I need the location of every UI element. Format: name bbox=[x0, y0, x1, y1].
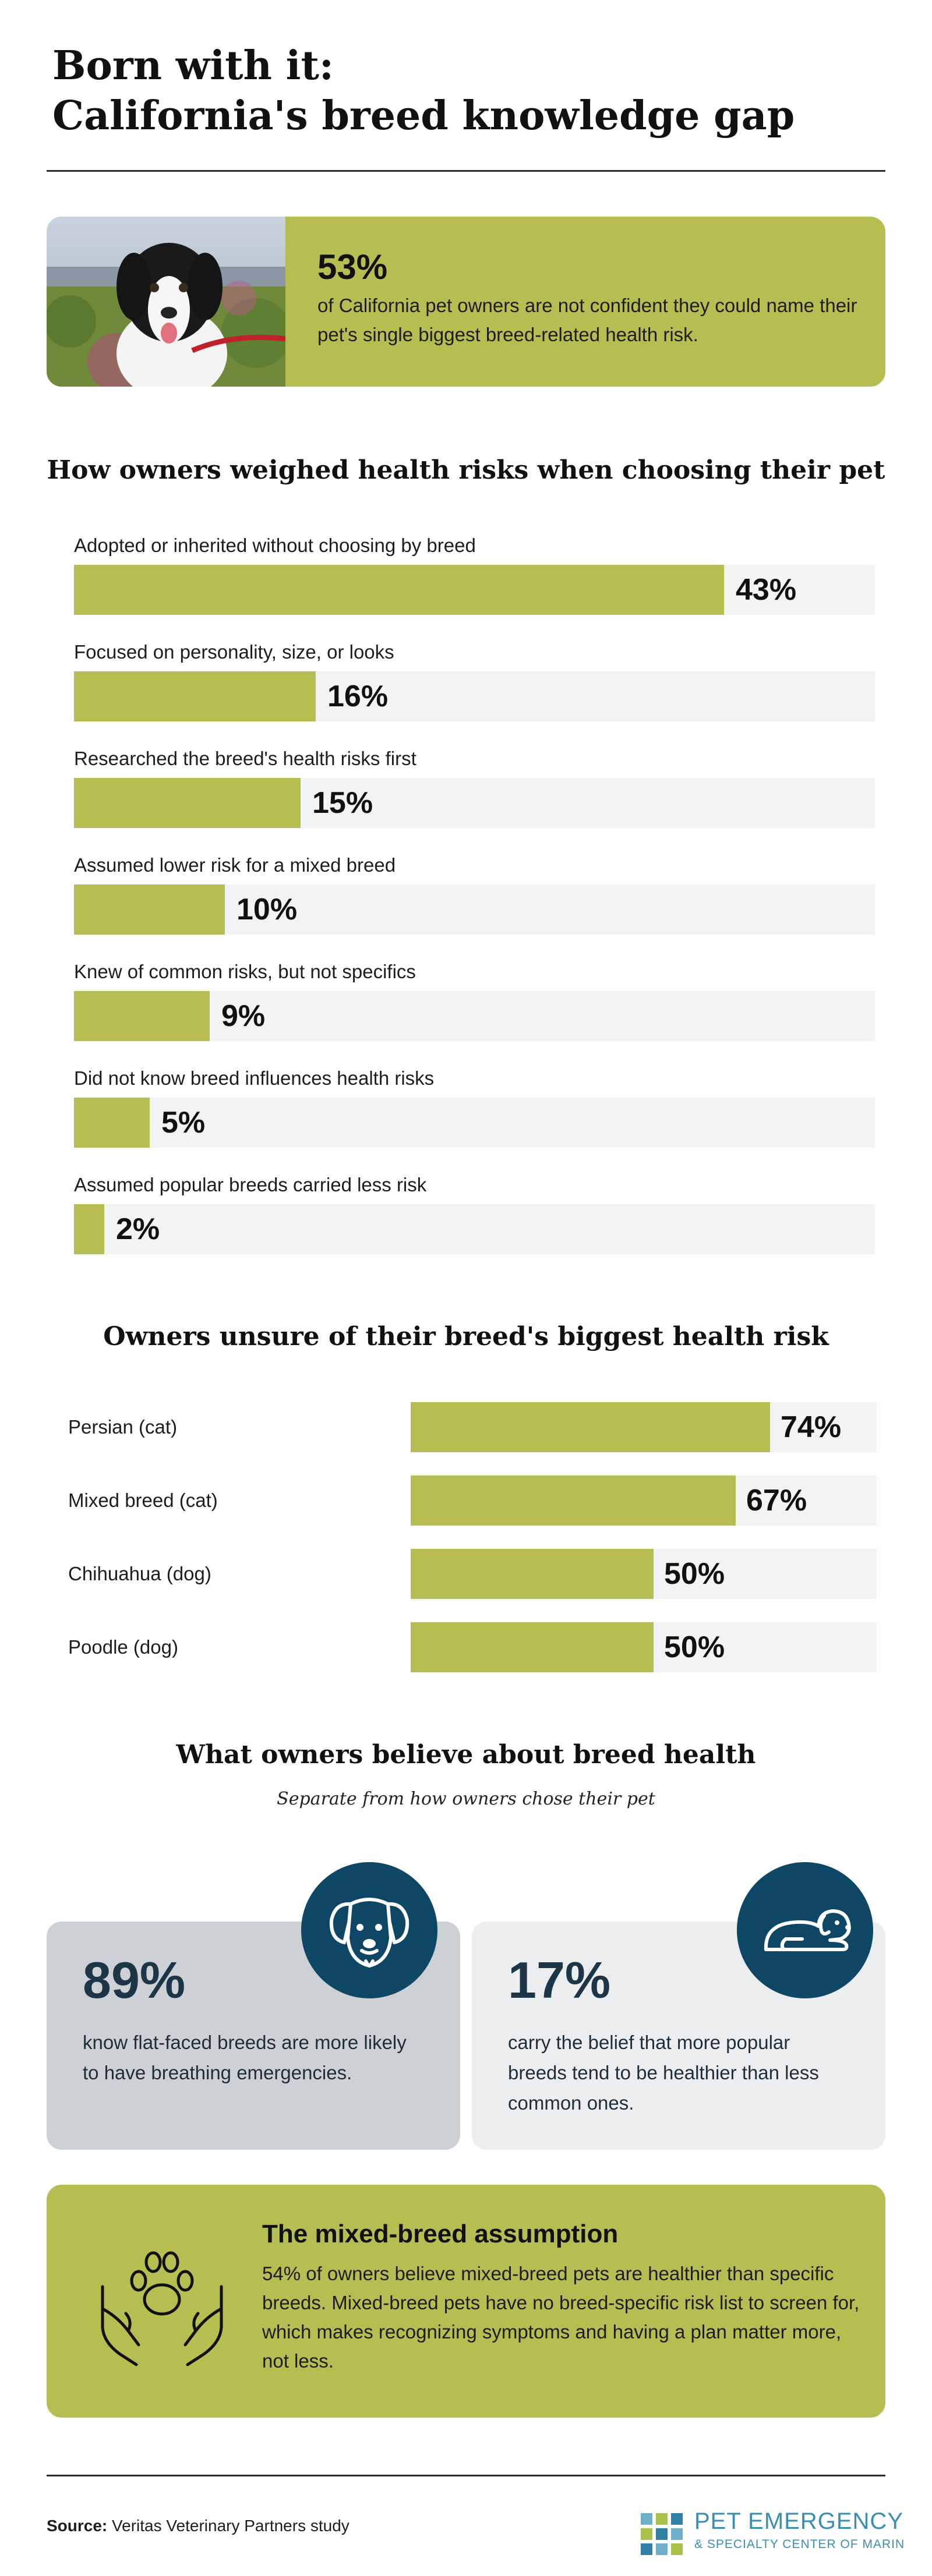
chart2-bar bbox=[411, 1475, 736, 1526]
chart1-value-label: 16% bbox=[327, 680, 389, 713]
chart1-category-label: Assumed popular breeds carried less risk bbox=[74, 1174, 427, 1195]
belief-card-2-stat: 17% bbox=[508, 1951, 611, 2009]
chart1-value-label: 2% bbox=[116, 1212, 160, 1246]
chart1-bar bbox=[74, 884, 225, 935]
chart1-category-label: Knew of common risks, but not specifics bbox=[74, 961, 416, 982]
chart1-bar bbox=[74, 1204, 104, 1254]
chart2-bar bbox=[411, 1622, 654, 1672]
chart2-value-label: 74% bbox=[781, 1410, 842, 1444]
chart2-value-label: 50% bbox=[664, 1557, 725, 1591]
logo-mark-icon bbox=[641, 2513, 683, 2558]
chart1-value-label: 9% bbox=[221, 999, 266, 1033]
chart1-category-label: Focused on personality, size, or looks bbox=[74, 641, 394, 663]
paw-hands-icon bbox=[92, 2240, 232, 2371]
lying-dog-icon bbox=[737, 1862, 873, 1998]
chart2-bar bbox=[411, 1402, 770, 1452]
chart1-value-label: 43% bbox=[736, 573, 797, 607]
chart2-title: Owners unsure of their breed's biggest h… bbox=[103, 1322, 829, 1351]
chart1-title: How owners weighed health risks when cho… bbox=[47, 455, 885, 485]
dog-face-icon bbox=[301, 1862, 437, 1998]
title-line-2: California's breed knowledge gap bbox=[52, 93, 795, 139]
chart2-category-label: Chihuahua (dog) bbox=[68, 1563, 211, 1584]
source-label: Source: bbox=[47, 2517, 108, 2535]
hero-text: of California pet owners are not confide… bbox=[317, 295, 857, 345]
chart2-value-label: 67% bbox=[746, 1484, 807, 1517]
belief-card-1-text: know flat-faced breeds are more likely t… bbox=[83, 2032, 407, 2083]
page-title: Born with it: California's breed knowled… bbox=[52, 41, 868, 141]
belief-card-2-text: carry the belief that more popular breed… bbox=[508, 2032, 819, 2114]
chart1-value-label: 5% bbox=[161, 1106, 206, 1140]
logo-line-1: PET EMERGENCY bbox=[694, 2508, 903, 2534]
chart1-bar-track bbox=[74, 1098, 875, 1148]
hero-card: 53% of California pet owners are not con… bbox=[47, 217, 885, 387]
chart2-category-label: Poodle (dog) bbox=[68, 1636, 178, 1658]
beliefs-title: What owners believe about breed health bbox=[176, 1740, 756, 1770]
title-line-1: Born with it: bbox=[52, 43, 334, 89]
chart2-category-label: Mixed breed (cat) bbox=[68, 1489, 218, 1511]
chart2-category-label: Persian (cat) bbox=[68, 1416, 178, 1438]
title-divider bbox=[47, 170, 885, 172]
belief-card-1-stat: 89% bbox=[83, 1951, 186, 2009]
dog-photo bbox=[47, 217, 285, 387]
source-text: Veritas Veterinary Partners study bbox=[112, 2517, 350, 2535]
chart1-bar bbox=[74, 565, 724, 615]
chart1-value-label: 10% bbox=[236, 893, 298, 926]
chart2-bar bbox=[411, 1549, 654, 1599]
mixed-title: The mixed-breed assumption bbox=[262, 2220, 619, 2248]
chart1-bar-track bbox=[74, 1204, 875, 1254]
logo-line-2: & SPECIALTY CENTER OF MARIN bbox=[694, 2538, 905, 2551]
chart1-bar bbox=[74, 991, 210, 1041]
hero-stat: 53% bbox=[317, 247, 388, 286]
chart1-category-label: Did not know breed influences health ris… bbox=[74, 1067, 435, 1089]
source-note: Source: Veritas Veterinary Partners stud… bbox=[47, 2517, 350, 2535]
chart2-value-label: 50% bbox=[664, 1630, 725, 1664]
mixed-text: 54% of owners believe mixed-breed pets a… bbox=[262, 2263, 860, 2372]
chart1-bar bbox=[74, 778, 301, 828]
chart1-value-label: 15% bbox=[312, 786, 373, 820]
chart1-category-label: Adopted or inherited without choosing by… bbox=[74, 535, 476, 556]
footer-divider bbox=[47, 2475, 885, 2476]
beliefs-subtitle: Separate from how owners chose their pet bbox=[277, 1789, 655, 1809]
chart1-category-label: Researched the breed's health risks firs… bbox=[74, 748, 416, 769]
chart1-bar bbox=[74, 671, 316, 721]
mixed-breed-card: The mixed-breed assumption 54% of owners… bbox=[47, 2185, 885, 2418]
chart1-bar bbox=[74, 1098, 150, 1148]
chart1-category-label: Assumed lower risk for a mixed breed bbox=[74, 854, 396, 876]
